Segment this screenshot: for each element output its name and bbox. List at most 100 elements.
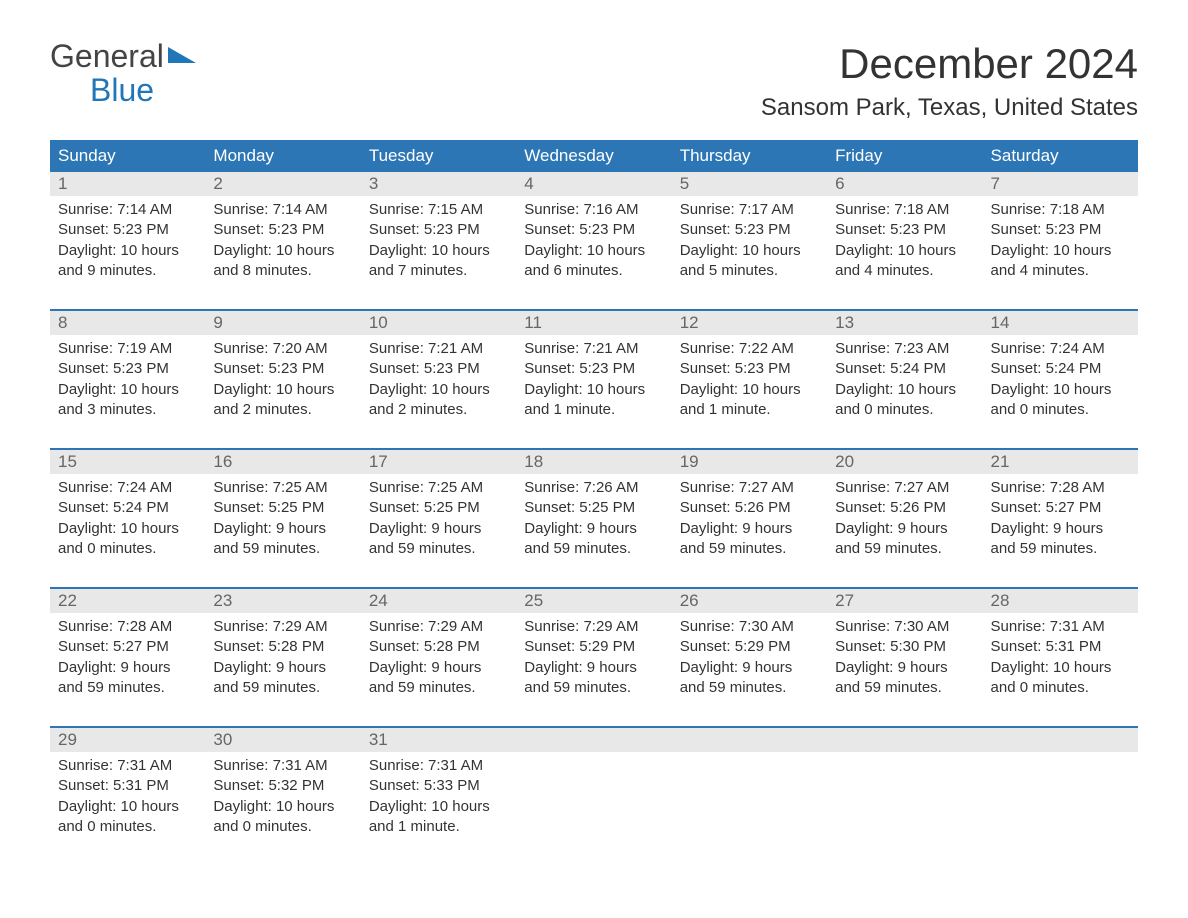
daylight-text-2: and 59 minutes. (680, 539, 819, 559)
sunrise-text: Sunrise: 7:22 AM (680, 339, 819, 359)
day-cell: Sunrise: 7:19 AMSunset: 5:23 PMDaylight:… (50, 335, 205, 449)
day-header: Thursday (672, 140, 827, 172)
sunset-text: Sunset: 5:23 PM (58, 220, 197, 240)
sunset-text: Sunset: 5:24 PM (835, 359, 974, 379)
sunset-text: Sunset: 5:32 PM (213, 776, 352, 796)
day-cell: Sunrise: 7:18 AMSunset: 5:23 PMDaylight:… (983, 196, 1138, 310)
day-cell: Sunrise: 7:31 AMSunset: 5:31 PMDaylight:… (983, 613, 1138, 727)
sunset-text: Sunset: 5:23 PM (835, 220, 974, 240)
day-header: Friday (827, 140, 982, 172)
sunset-text: Sunset: 5:33 PM (369, 776, 508, 796)
daylight-text-2: and 59 minutes. (524, 678, 663, 698)
day-content-row: Sunrise: 7:14 AMSunset: 5:23 PMDaylight:… (50, 196, 1138, 310)
day-cell: Sunrise: 7:30 AMSunset: 5:29 PMDaylight:… (672, 613, 827, 727)
sunset-text: Sunset: 5:23 PM (524, 220, 663, 240)
day-number: 26 (672, 589, 827, 613)
daylight-text-2: and 9 minutes. (58, 261, 197, 281)
daylight-text-1: Daylight: 9 hours (991, 519, 1130, 539)
day-cell: Sunrise: 7:26 AMSunset: 5:25 PMDaylight:… (516, 474, 671, 588)
daylight-text-2: and 0 minutes. (58, 539, 197, 559)
day-number-row: 891011121314 (50, 311, 1138, 335)
day-number: 29 (50, 728, 205, 752)
daylight-text-2: and 59 minutes. (213, 678, 352, 698)
daylight-text-1: Daylight: 10 hours (58, 519, 197, 539)
day-number: 17 (361, 450, 516, 474)
daylight-text-1: Daylight: 10 hours (680, 241, 819, 261)
daylight-text-2: and 59 minutes. (835, 539, 974, 559)
sunrise-text: Sunrise: 7:29 AM (369, 617, 508, 637)
logo: General Blue (50, 40, 202, 107)
sunrise-text: Sunrise: 7:21 AM (524, 339, 663, 359)
sunrise-text: Sunrise: 7:31 AM (58, 756, 197, 776)
day-cell: Sunrise: 7:24 AMSunset: 5:24 PMDaylight:… (50, 474, 205, 588)
day-header-row: SundayMondayTuesdayWednesdayThursdayFrid… (50, 140, 1138, 172)
daylight-text-1: Daylight: 10 hours (58, 797, 197, 817)
daylight-text-2: and 5 minutes. (680, 261, 819, 281)
sunset-text: Sunset: 5:23 PM (524, 359, 663, 379)
daylight-text-1: Daylight: 10 hours (369, 797, 508, 817)
daylight-text-1: Daylight: 10 hours (680, 380, 819, 400)
day-number (516, 728, 671, 752)
sunrise-text: Sunrise: 7:26 AM (524, 478, 663, 498)
day-number: 24 (361, 589, 516, 613)
day-number: 30 (205, 728, 360, 752)
daylight-text-2: and 1 minute. (369, 817, 508, 837)
day-cell: Sunrise: 7:28 AMSunset: 5:27 PMDaylight:… (983, 474, 1138, 588)
day-cell: Sunrise: 7:20 AMSunset: 5:23 PMDaylight:… (205, 335, 360, 449)
daylight-text-1: Daylight: 10 hours (369, 380, 508, 400)
daylight-text-2: and 59 minutes. (524, 539, 663, 559)
day-content-row: Sunrise: 7:19 AMSunset: 5:23 PMDaylight:… (50, 335, 1138, 449)
day-cell: Sunrise: 7:22 AMSunset: 5:23 PMDaylight:… (672, 335, 827, 449)
daylight-text-2: and 0 minutes. (835, 400, 974, 420)
sunrise-text: Sunrise: 7:29 AM (213, 617, 352, 637)
sunrise-text: Sunrise: 7:31 AM (213, 756, 352, 776)
daylight-text-1: Daylight: 9 hours (213, 658, 352, 678)
day-cell: Sunrise: 7:29 AMSunset: 5:28 PMDaylight:… (361, 613, 516, 727)
day-number: 8 (50, 311, 205, 335)
daylight-text-1: Daylight: 10 hours (58, 380, 197, 400)
sunrise-text: Sunrise: 7:27 AM (680, 478, 819, 498)
day-number: 13 (827, 311, 982, 335)
sunrise-text: Sunrise: 7:25 AM (213, 478, 352, 498)
day-number: 12 (672, 311, 827, 335)
sunrise-text: Sunrise: 7:16 AM (524, 200, 663, 220)
day-number: 27 (827, 589, 982, 613)
daylight-text-1: Daylight: 9 hours (524, 658, 663, 678)
day-header: Tuesday (361, 140, 516, 172)
day-number: 15 (50, 450, 205, 474)
sunset-text: Sunset: 5:24 PM (991, 359, 1130, 379)
day-header: Monday (205, 140, 360, 172)
daylight-text-2: and 59 minutes. (58, 678, 197, 698)
daylight-text-1: Daylight: 9 hours (680, 519, 819, 539)
daylight-text-1: Daylight: 10 hours (991, 241, 1130, 261)
sunrise-text: Sunrise: 7:25 AM (369, 478, 508, 498)
day-cell (827, 752, 982, 865)
daylight-text-2: and 0 minutes. (991, 400, 1130, 420)
day-number: 4 (516, 172, 671, 196)
sunset-text: Sunset: 5:24 PM (58, 498, 197, 518)
day-number: 5 (672, 172, 827, 196)
sunrise-text: Sunrise: 7:23 AM (835, 339, 974, 359)
day-cell: Sunrise: 7:27 AMSunset: 5:26 PMDaylight:… (672, 474, 827, 588)
day-cell: Sunrise: 7:18 AMSunset: 5:23 PMDaylight:… (827, 196, 982, 310)
sunrise-text: Sunrise: 7:24 AM (58, 478, 197, 498)
day-number: 6 (827, 172, 982, 196)
day-number: 7 (983, 172, 1138, 196)
daylight-text-2: and 0 minutes. (58, 817, 197, 837)
sunset-text: Sunset: 5:23 PM (213, 220, 352, 240)
daylight-text-2: and 59 minutes. (835, 678, 974, 698)
day-cell: Sunrise: 7:17 AMSunset: 5:23 PMDaylight:… (672, 196, 827, 310)
daylight-text-1: Daylight: 10 hours (835, 241, 974, 261)
logo-arrow-icon (168, 40, 202, 74)
day-number: 9 (205, 311, 360, 335)
day-cell (983, 752, 1138, 865)
daylight-text-2: and 0 minutes. (991, 678, 1130, 698)
sunset-text: Sunset: 5:25 PM (524, 498, 663, 518)
daylight-text-2: and 59 minutes. (213, 539, 352, 559)
day-number-row: 293031 (50, 728, 1138, 752)
sunrise-text: Sunrise: 7:20 AM (213, 339, 352, 359)
daylight-text-1: Daylight: 10 hours (213, 380, 352, 400)
daylight-text-2: and 4 minutes. (835, 261, 974, 281)
sunset-text: Sunset: 5:23 PM (58, 359, 197, 379)
day-cell: Sunrise: 7:25 AMSunset: 5:25 PMDaylight:… (361, 474, 516, 588)
